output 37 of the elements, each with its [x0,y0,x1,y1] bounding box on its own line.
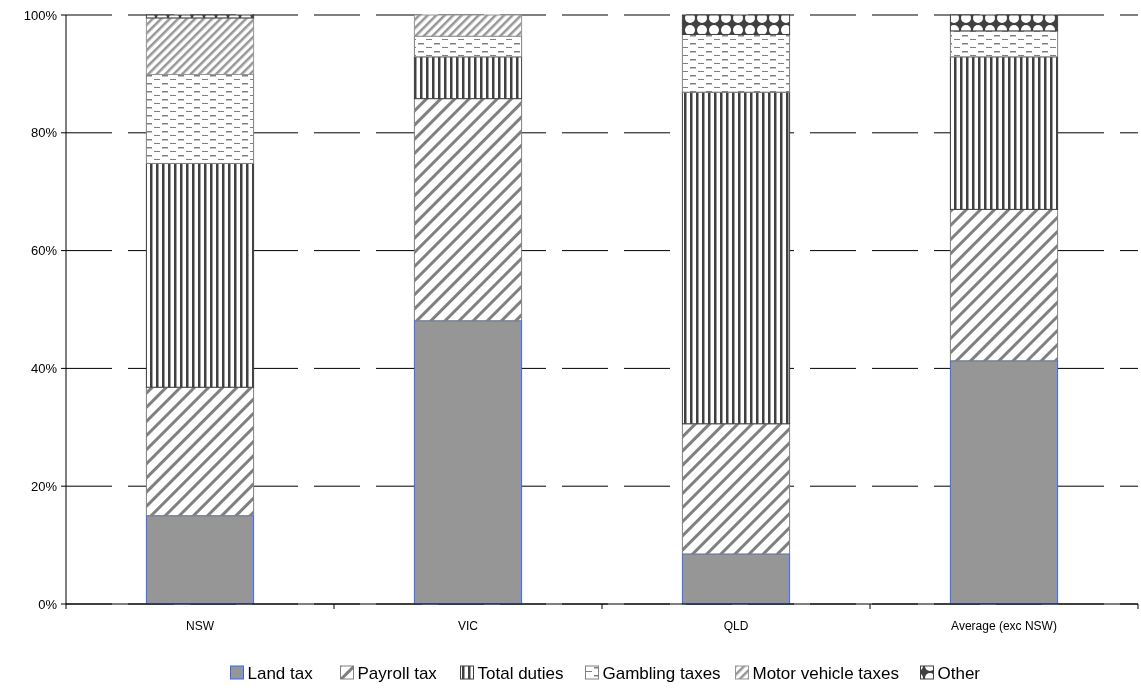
bar [145,162,255,388]
bar [681,553,791,605]
x-tick-label: QLD [723,619,749,633]
bar [949,360,1059,605]
bar [145,73,255,164]
y-tick-label: 40% [30,360,58,376]
bar [145,17,255,75]
bar [681,14,791,35]
bar [949,14,1059,32]
bar [145,386,255,517]
x-tick-label: NSW [186,619,215,633]
bar [681,91,791,425]
bar [681,423,791,555]
y-tick-label: 100% [23,7,58,23]
legend-label: Land tax [247,663,314,683]
legend-label: Motor vehicle taxes [752,663,899,683]
bar [949,208,1059,362]
bar [681,33,791,93]
legend-label: Other [937,663,981,683]
legend-label: Total duties [477,663,564,683]
bar [413,35,523,58]
y-tick-label: 60% [30,243,58,259]
bar [413,14,523,37]
legend-label: Payroll tax [357,663,438,683]
y-tick-label: 20% [30,478,58,494]
bar [949,30,1059,58]
legend-label: Gambling taxes [602,663,721,683]
x-tick-label: Average (exc NSW) [951,619,1057,633]
y-tick-label: 0% [38,596,58,612]
bar [949,56,1059,210]
bar [413,98,523,322]
bar [145,515,255,605]
x-tick-label: VIC [457,619,479,633]
bar [145,14,255,19]
y-tick-label: 80% [30,125,58,141]
bar [413,56,523,100]
bar [413,320,523,605]
